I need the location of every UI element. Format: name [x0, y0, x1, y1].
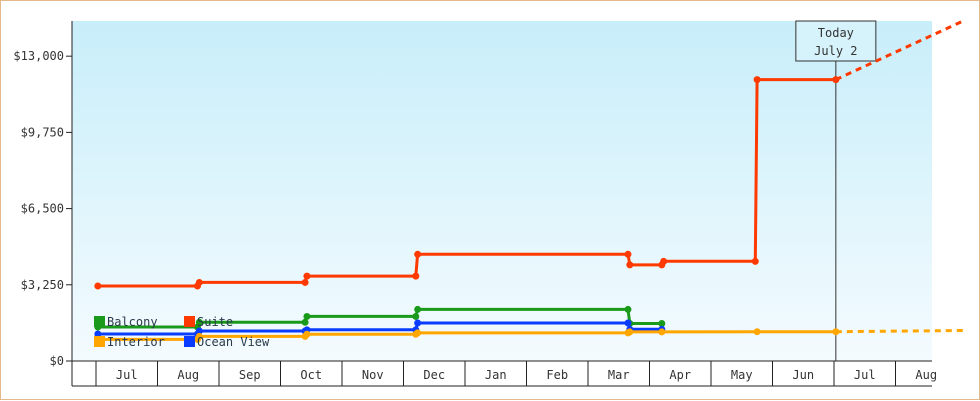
x-tick-label: Jun	[792, 368, 814, 382]
y-tick-label: $6,500	[21, 202, 64, 216]
data-point-suite	[414, 250, 422, 258]
x-tick-label: Aug	[177, 368, 199, 382]
data-point-suite	[412, 272, 420, 280]
y-tick-label: $0	[50, 354, 64, 368]
data-point-suite	[751, 257, 759, 265]
x-tick-label: Nov	[362, 368, 384, 382]
legend-entry-suite: Suite	[184, 315, 233, 329]
x-tick-label: Jul	[116, 368, 138, 382]
x-tick-label: Dec	[423, 368, 445, 382]
x-tick-label: Sep	[239, 368, 261, 382]
data-point-ocean-view	[414, 319, 422, 327]
y-tick-label: $13,000	[13, 49, 64, 63]
x-tick-label: Mar	[608, 368, 630, 382]
data-point-balcony	[624, 305, 632, 313]
x-tick-label: Apr	[669, 368, 691, 382]
today-label-line2: July 2	[814, 44, 857, 58]
legend-swatch	[184, 336, 195, 347]
x-tick-label: Aug	[915, 368, 937, 382]
data-point-suite	[303, 272, 311, 280]
x-tick-label: May	[731, 368, 753, 382]
legend-swatch	[94, 316, 105, 327]
data-point-ocean-view	[94, 330, 102, 338]
x-tick-label: Oct	[300, 368, 322, 382]
data-point-suite	[753, 76, 761, 84]
plot-area	[72, 21, 932, 361]
data-point-interior	[195, 332, 203, 340]
data-point-ocean-view	[195, 327, 203, 335]
today-box	[795, 20, 877, 62]
legend-swatch	[94, 336, 105, 347]
data-point-interior	[414, 329, 422, 337]
data-point-suite	[195, 278, 203, 286]
data-point-interior	[626, 328, 634, 336]
data-point-interior	[753, 328, 761, 336]
y-tick-label: $9,750	[21, 125, 64, 139]
data-point-balcony	[658, 319, 666, 327]
legend-label: Suite	[197, 315, 233, 329]
x-tick-label: Jan	[485, 368, 507, 382]
data-point-balcony	[195, 318, 203, 326]
data-point-ocean-view	[624, 319, 632, 327]
data-point-suite	[624, 250, 632, 258]
data-point-balcony	[303, 312, 311, 320]
data-point-balcony	[414, 305, 422, 313]
data-point-balcony	[301, 318, 309, 326]
legend-label: Balcony	[107, 315, 158, 329]
today-label-line1: Today	[818, 26, 854, 40]
x-tick-label: Feb	[546, 368, 568, 382]
data-point-balcony	[412, 312, 420, 320]
data-point-suite	[832, 76, 840, 84]
x-tick-label: Jul	[854, 368, 876, 382]
data-point-suite	[626, 261, 634, 269]
data-point-interior	[658, 328, 666, 336]
legend-entry-interior: Interior	[94, 335, 165, 349]
legend-label: Ocean View	[197, 335, 270, 349]
series-line-suite	[97, 78, 836, 288]
data-point-suite	[660, 257, 668, 265]
data-point-interior	[832, 328, 840, 336]
y-tick-label: $3,250	[21, 278, 64, 292]
data-point-suite	[301, 278, 309, 286]
series-suite	[94, 19, 964, 290]
legend-label: Interior	[107, 335, 165, 349]
data-point-interior	[303, 330, 311, 338]
legend-swatch	[184, 316, 195, 327]
legend-entry-ocean-view: Ocean View	[184, 335, 270, 349]
data-point-suite	[94, 282, 102, 290]
series-projection-suite	[835, 19, 964, 81]
legend-entry-balcony: Balcony	[94, 315, 158, 329]
